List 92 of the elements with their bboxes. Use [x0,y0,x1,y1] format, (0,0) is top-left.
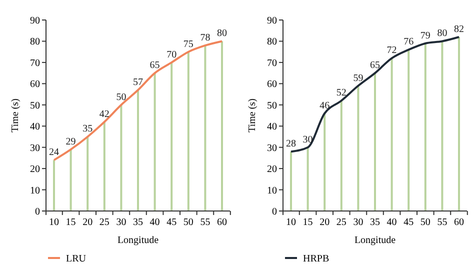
data-label: 52 [336,88,346,99]
data-label: 35 [82,124,93,135]
x-tick-label: 30 [353,217,364,228]
y-tick-label: 30 [30,142,40,154]
y-tick-label: 20 [267,164,277,176]
data-label: 76 [404,36,414,48]
bar [290,152,292,211]
data-label: 50 [116,92,126,103]
bar [458,36,460,211]
x-tick-label: 25 [99,217,110,228]
x-tick-label: 35 [370,217,380,228]
y-tick-label: 70 [267,58,277,69]
bar [137,90,139,211]
bar [187,52,190,211]
data-label: 82 [454,24,464,35]
y-tick-label: 80 [30,36,40,48]
bar [340,100,342,211]
data-label: 78 [200,32,210,44]
x-tick-label: 45 [166,217,177,228]
x-tick-label: 15 [302,217,313,228]
bar [408,50,410,211]
x-axis-title: Longitude [117,235,160,246]
x-tick-label: 60 [217,217,227,228]
x-tick-label: 40 [150,217,160,228]
x-tick-label: 20 [320,217,330,228]
y-tick-label: 10 [267,185,277,196]
x-tick-label: 30 [116,217,126,228]
x-tick-label: 55 [437,217,448,228]
y-tick-label: 60 [30,79,40,90]
x-tick-label: 35 [133,217,143,228]
data-label: 59 [353,72,364,84]
data-label: 57 [133,77,143,88]
bar [441,41,444,211]
x-tick-label: 25 [336,217,346,228]
bar [103,122,106,211]
bar [424,43,426,211]
y-tick-label: 90 [267,16,277,26]
data-label: 42 [99,108,110,120]
bar [86,136,89,211]
x-tick-label: 60 [454,217,464,228]
bar [357,86,360,211]
x-tick-label: 45 [404,217,414,228]
data-label: 70 [166,49,177,60]
y-tick-label: 20 [30,164,40,176]
data-label: 28 [286,138,296,150]
y-tick-label: 30 [267,142,277,154]
y-tick-label: 70 [30,58,40,69]
data-label: 79 [420,30,430,42]
data-label: 72 [386,45,397,56]
bar [204,45,206,211]
data-label: 80 [437,28,448,40]
y-tick-label: 90 [30,16,40,26]
y-tick-label: 40 [267,122,277,133]
legend-label: HRPB [303,254,330,264]
y-tick-label: 50 [30,100,40,112]
bar [154,73,156,211]
bar [324,113,326,211]
x-tick-label: 50 [183,217,194,228]
x-tick-label: 55 [200,217,210,228]
bar [306,147,309,211]
legend-label: LRU [66,254,87,264]
data-label: 46 [320,100,330,112]
y-tick-label: 0 [272,206,277,218]
data-label: 75 [183,38,194,50]
y-tick-label: 40 [30,122,40,133]
y-tick-label: 80 [267,36,277,48]
bar [70,149,72,211]
y-axis-title: Time (s) [247,98,258,132]
x-tick-label: 40 [386,217,397,228]
data-label: 29 [66,136,76,148]
bar [53,160,55,211]
y-tick-label: 60 [267,79,277,90]
data-label: 30 [302,134,313,146]
x-tick-label: 15 [66,217,76,228]
y-tick-label: 0 [35,206,40,218]
data-label: 80 [217,28,227,40]
x-tick-label: 20 [82,217,93,228]
bar [390,58,393,211]
data-label: 65 [150,60,160,72]
y-tick-label: 10 [30,185,40,196]
data-label: 24 [49,147,59,158]
data-label: 65 [370,60,380,72]
x-tick-label: 50 [420,217,430,228]
x-axis-title: Longitude [354,235,396,246]
x-tick-label: 10 [286,217,296,228]
x-tick-label: 10 [49,217,59,228]
bar [170,62,173,211]
bar [120,104,122,211]
y-tick-label: 50 [267,100,277,112]
y-axis-title: Time (s) [10,98,21,132]
bar [221,41,223,211]
bar [374,73,376,211]
